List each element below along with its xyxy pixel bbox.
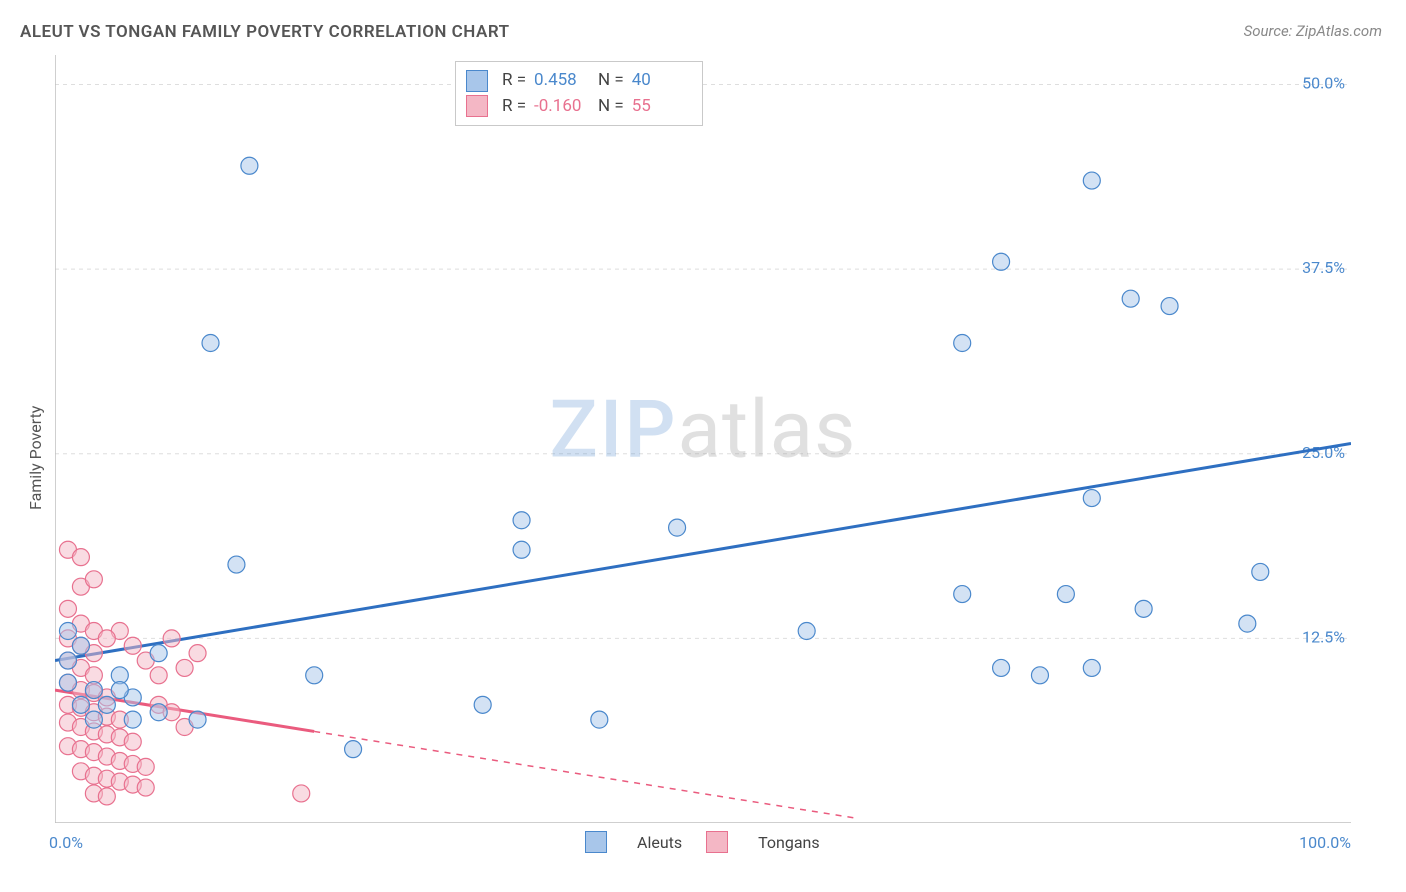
svg-text:12.5%: 12.5% xyxy=(1302,627,1345,646)
n-value-2: 55 xyxy=(632,94,688,120)
n-label-2: N = xyxy=(598,94,624,120)
stats-legend-box: R = 0.458 N = 40 R = -0.160 N = 55 xyxy=(455,61,703,126)
svg-text:50.0%: 50.0% xyxy=(1302,74,1345,93)
n-label-1: N = xyxy=(598,68,624,94)
stats-row-aleuts: R = 0.458 N = 40 xyxy=(466,68,688,94)
r-value-2: -0.160 xyxy=(534,94,590,120)
legend-swatch-aleuts xyxy=(585,831,607,853)
n-value-1: 40 xyxy=(632,68,688,94)
r-value-1: 0.458 xyxy=(534,68,590,94)
plot-svg: 12.5%25.0%37.5%50.0% xyxy=(55,55,1351,823)
chart-title: ALEUT VS TONGAN FAMILY POVERTY CORRELATI… xyxy=(20,22,510,42)
r-label-2: R = xyxy=(502,94,526,120)
x-axis-max-label: 100.0% xyxy=(1299,833,1351,852)
scatter-plot: 12.5%25.0%37.5%50.0% ZIPatlas R = 0.458 … xyxy=(55,55,1351,823)
legend-label-tongans: Tongans xyxy=(758,833,820,852)
svg-text:37.5%: 37.5% xyxy=(1302,258,1345,277)
swatch-aleuts xyxy=(466,70,488,92)
legend-label-aleuts: Aleuts xyxy=(637,833,682,852)
x-axis-min-label: 0.0% xyxy=(49,833,83,852)
bottom-legend: Aleuts Tongans xyxy=(585,831,820,853)
source-attribution: Source: ZipAtlas.com xyxy=(1244,22,1382,40)
swatch-tongans xyxy=(466,95,488,117)
y-axis-label: Family Poverty xyxy=(26,406,45,510)
r-label-1: R = xyxy=(502,68,526,94)
stats-row-tongans: R = -0.160 N = 55 xyxy=(466,94,688,120)
legend-swatch-tongans xyxy=(706,831,728,853)
